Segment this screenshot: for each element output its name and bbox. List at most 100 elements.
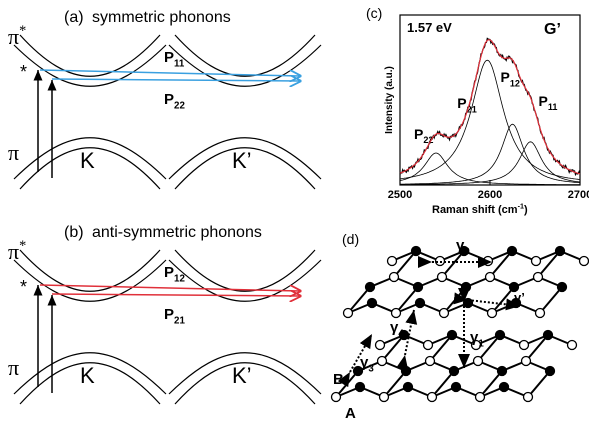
phonon-label: P12	[164, 264, 185, 285]
atom	[546, 367, 555, 376]
panel-label: (d)	[342, 231, 359, 247]
atom	[532, 257, 541, 266]
atom	[332, 393, 341, 402]
pi-star-base: π	[8, 24, 19, 49]
atom	[414, 283, 423, 292]
k-prime-label: K’	[232, 363, 252, 388]
peak-label-base: P	[457, 95, 466, 111]
atom	[380, 393, 389, 402]
peak-label: P11	[539, 93, 558, 112]
atom	[486, 273, 495, 282]
band-line	[175, 250, 315, 291]
atom	[452, 383, 461, 392]
phonon-label-sub: 22	[174, 101, 185, 112]
atom	[356, 383, 365, 392]
phonon-label-base: P	[164, 91, 174, 108]
phonon-label: P22	[164, 91, 185, 112]
atom	[508, 247, 517, 256]
band-line	[175, 35, 315, 76]
gamma-label: γ’	[514, 290, 525, 305]
atom	[580, 257, 589, 266]
phonon-label: P21	[164, 306, 185, 327]
scattering-arrow	[52, 294, 300, 296]
k-prime-label: K’	[232, 148, 252, 173]
atom	[416, 299, 425, 308]
atom	[392, 309, 401, 318]
panel-label: (a)	[64, 9, 84, 26]
peak-label: P12	[501, 69, 520, 88]
phonon-label-base: P	[164, 49, 174, 66]
scattering-arrow	[52, 79, 300, 81]
x-axis-label-tail: )	[524, 204, 528, 216]
pi-star-base: π	[8, 239, 19, 264]
phonon-label-base: P	[164, 264, 174, 281]
pi-star: π*	[8, 238, 26, 264]
atom	[376, 341, 385, 350]
atom	[368, 299, 377, 308]
atom	[390, 273, 399, 282]
gamma-label: γ4	[390, 319, 404, 340]
atom	[544, 331, 553, 340]
gamma-label-sub: 4	[398, 329, 404, 340]
sublattice-label: A	[345, 405, 356, 422]
peak-label-sub: 11	[548, 102, 558, 112]
figure: (a)symmetric phononsπ**πKK’P11P22(b)anti…	[0, 0, 589, 424]
atom	[402, 367, 411, 376]
pi-star: π*	[8, 23, 26, 49]
atom	[462, 283, 471, 292]
energy-label: 1.57 eV	[407, 20, 452, 35]
star: *	[20, 277, 27, 297]
gamma-label-sub: 1	[478, 339, 484, 350]
atom	[522, 357, 531, 366]
atom	[448, 331, 457, 340]
phonon-label-sub: 12	[174, 274, 185, 285]
atom	[412, 247, 421, 256]
k-label: K	[80, 148, 95, 173]
atom	[536, 309, 545, 318]
panel-label: (b)	[64, 224, 84, 241]
x-tick-label: 2600	[478, 189, 502, 201]
x-axis-label: Raman shift (cm-1)	[432, 203, 528, 216]
atom	[424, 341, 433, 350]
peak-label-base: P	[539, 93, 548, 109]
x-axis-label-base: Raman shift (cm	[432, 204, 518, 216]
phonon-label-sub: 11	[174, 59, 185, 70]
atom	[524, 393, 533, 402]
atom	[388, 257, 397, 266]
atom	[428, 393, 437, 402]
atom	[488, 309, 497, 318]
pi: π	[8, 355, 19, 380]
phonon-label-base: P	[164, 306, 174, 323]
atom	[474, 357, 483, 366]
atom	[498, 367, 507, 376]
x-tick-label: 2700	[568, 189, 589, 201]
atom	[450, 367, 459, 376]
atom	[520, 341, 529, 350]
phonon-label-sub: 21	[174, 316, 185, 327]
sublattice-label: B	[333, 371, 344, 388]
panel-title: anti-symmetric phonons	[92, 224, 262, 241]
pi-star-sup: *	[19, 238, 26, 254]
peak-label-base: P	[501, 69, 510, 85]
atom	[438, 273, 447, 282]
peak-curve	[400, 124, 580, 184]
pi: π	[8, 140, 19, 165]
atom	[496, 331, 505, 340]
peak-label-sub: 12	[510, 78, 520, 88]
atom	[568, 341, 577, 350]
atom	[534, 273, 543, 282]
gamma-label-sub: 0	[464, 247, 470, 258]
band-label: G’	[544, 21, 561, 38]
atom	[440, 309, 449, 318]
gamma-label-sub: 3	[368, 364, 374, 375]
panel-label: (c)	[366, 5, 382, 21]
atom	[558, 283, 567, 292]
y-axis-label: Intensity (a.u.)	[384, 66, 395, 134]
atom	[378, 357, 387, 366]
panel-title: symmetric phonons	[92, 9, 231, 26]
atom	[476, 393, 485, 402]
phonon-label: P11	[164, 49, 185, 70]
atom	[404, 383, 413, 392]
k-label: K	[80, 363, 95, 388]
atom	[556, 247, 565, 256]
